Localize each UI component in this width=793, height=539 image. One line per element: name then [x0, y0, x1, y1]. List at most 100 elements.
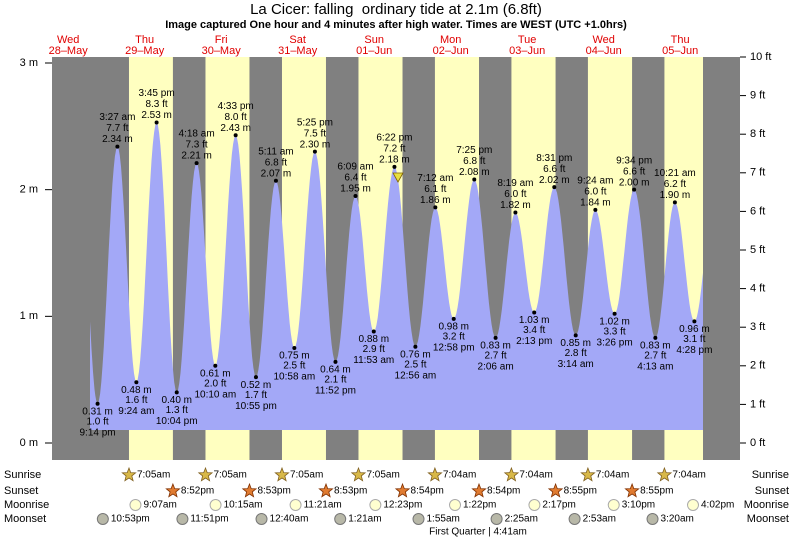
- tide-label: 0.88 m: [358, 334, 389, 345]
- tide-point: [573, 333, 578, 338]
- tide-label: 7.7 ft: [106, 123, 128, 134]
- row-label: Moonrise: [744, 499, 789, 511]
- day-date: 29–May: [125, 45, 165, 57]
- moonset-time: 10:53pm: [111, 514, 150, 525]
- tide-point: [194, 161, 199, 166]
- tide-label: 6.6 ft: [543, 164, 565, 175]
- sunrise-time: 7:04am: [596, 470, 629, 481]
- tide-point: [134, 380, 139, 385]
- moonset-icon: [255, 513, 268, 525]
- moon-phase: First Quarter | 4:41am: [429, 527, 527, 538]
- tide-label: 1.7 ft: [245, 390, 267, 401]
- row-label: Moonset: [747, 513, 789, 525]
- moonset-icon: [334, 513, 347, 525]
- moonset-time: 1:21am: [348, 514, 381, 525]
- tide-label: 3.3 ft: [603, 326, 625, 337]
- day-weekday: Wed: [57, 34, 79, 46]
- tide-label: 7.2 ft: [383, 144, 405, 155]
- sunset-time: 8:52pm: [181, 486, 214, 497]
- day-weekday: Mon: [440, 34, 461, 46]
- moonset-time: 1:55am: [427, 514, 460, 525]
- y-tick-label: 1 m: [20, 310, 38, 322]
- tide-label: 2.21 m: [181, 151, 212, 162]
- tide-label: 7.5 ft: [304, 128, 326, 139]
- tide-label: 2.53 m: [141, 110, 172, 121]
- tide-label: 0.52 m: [241, 380, 272, 391]
- tide-label: 1.3 ft: [166, 405, 188, 416]
- tide-label: 6:22 pm: [376, 133, 412, 144]
- tide-label: 0.98 m: [438, 322, 469, 333]
- tide-label: 0.83 m: [480, 341, 511, 352]
- chart-subtitle: Image captured One hour and 4 minutes af…: [165, 19, 627, 31]
- moonset-icon: [96, 513, 109, 525]
- tide-label: 3:14 am: [558, 359, 594, 370]
- sunrise-time: 7:05am: [366, 470, 399, 481]
- tide-point: [174, 390, 179, 395]
- day-date: 28–May: [49, 45, 89, 57]
- sunset-time: 8:55pm: [640, 486, 673, 497]
- foreground: 0 m 1 m 2 m 3 m 0 ft 1 ft 2 ft 3 ft 4 ft 5 ft 6 ft…: [20, 34, 771, 525]
- day-date: 03–Jun: [509, 45, 545, 57]
- tide-label: 0.31 m: [82, 406, 113, 417]
- sunset-icon: [165, 482, 181, 498]
- tide-point: [253, 375, 258, 380]
- tide-point: [552, 185, 557, 190]
- day-weekday: Sat: [289, 34, 306, 46]
- sunrise-icon: [121, 466, 137, 482]
- tide-label: 10:10 am: [194, 389, 236, 400]
- tide-label: 0.75 m: [279, 351, 310, 362]
- row-label: Sunrise: [4, 469, 41, 481]
- moonrise-time: 11:21am: [304, 500, 342, 511]
- tide-point: [392, 164, 397, 169]
- tide-label: 2.9 ft: [363, 344, 385, 355]
- tide-label: 1.95 m: [340, 184, 371, 195]
- tide-label: 1.6 ft: [125, 395, 147, 406]
- tide-label: 3.4 ft: [523, 325, 545, 336]
- tide-label: 1.82 m: [500, 200, 531, 211]
- moonrise-time: 10:15am: [224, 500, 263, 511]
- tide-label: 7.3 ft: [185, 140, 207, 151]
- tide-point: [493, 335, 498, 340]
- day-date: 05–Jun: [662, 45, 698, 57]
- sunrise-time: 7:04am: [519, 470, 552, 481]
- sunrise-icon: [580, 466, 596, 482]
- moonrise-icon: [449, 499, 462, 511]
- day-date: 02–Jun: [433, 45, 469, 57]
- tide-label: 10:58 am: [274, 372, 316, 383]
- tide-label: 0.96 m: [679, 324, 710, 335]
- day-date: 30–May: [202, 45, 242, 57]
- moonrise-icon: [369, 499, 382, 511]
- y2-tick-label: 1 ft: [750, 398, 765, 410]
- sunset-icon: [241, 482, 258, 498]
- tide-point: [371, 329, 376, 334]
- moonset-time: 11:51pm: [190, 514, 228, 525]
- y-tick-label: 2 m: [20, 184, 38, 196]
- tide-label: 2:13 pm: [516, 336, 552, 347]
- tide-label: 8.3 ft: [145, 99, 167, 110]
- sunrise-icon: [274, 466, 290, 482]
- day-weekday: Sun: [364, 34, 384, 46]
- sunrise-time: 7:04am: [672, 470, 705, 481]
- tide-label: 0.40 m: [161, 395, 192, 406]
- tide-label: 1.0 ft: [86, 416, 108, 427]
- day-weekday: Tue: [518, 34, 537, 46]
- tide-label: 4:33 pm: [218, 101, 254, 112]
- day-weekday: Wed: [592, 34, 614, 46]
- tide-label: 2.5 ft: [404, 359, 426, 370]
- y2-tick-label: 9 ft: [750, 90, 765, 102]
- moonset-icon: [176, 513, 189, 525]
- y2-tick-label: 3 ft: [750, 321, 765, 333]
- tide-label: 9:24 am: [577, 176, 613, 187]
- tide-label: 11:53 am: [353, 355, 394, 366]
- tide-point: [154, 120, 159, 125]
- tide-label: 2.07 m: [261, 168, 292, 179]
- tide-label: 10:55 pm: [235, 401, 277, 412]
- day-date: 04–Jun: [586, 45, 622, 57]
- tide-label: 3.2 ft: [443, 332, 465, 343]
- moonrise-icon: [607, 499, 620, 511]
- moonset-icon: [412, 513, 425, 525]
- tide-point: [353, 194, 358, 198]
- moonset-time: 12:40am: [270, 514, 309, 525]
- tide-label: 2.7 ft: [644, 351, 666, 362]
- sunset-icon: [547, 482, 564, 498]
